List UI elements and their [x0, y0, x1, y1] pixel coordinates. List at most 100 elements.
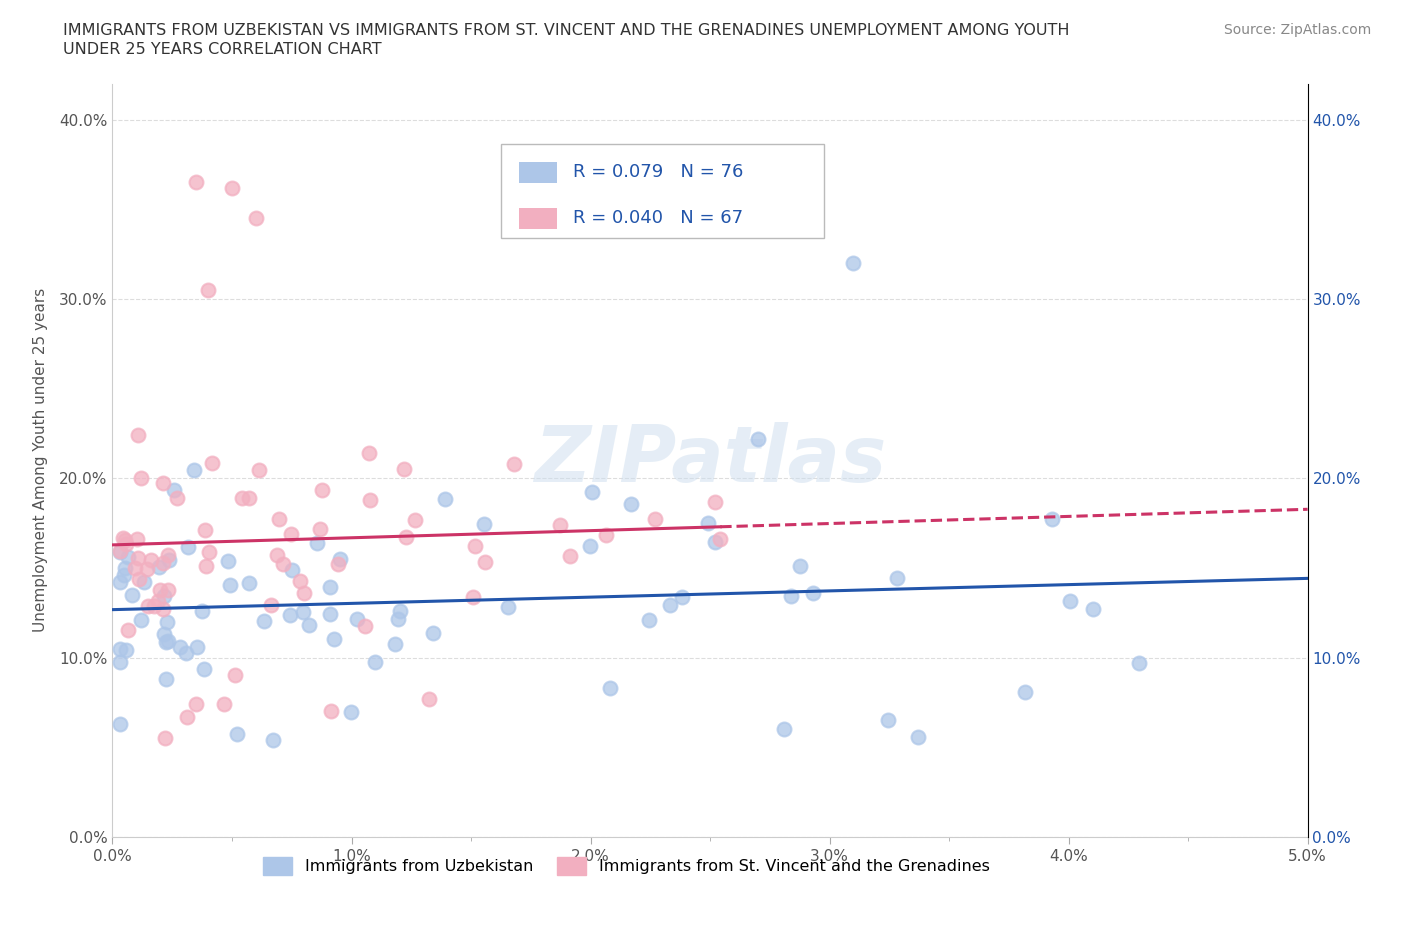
Point [392, 461, 415, 476]
Point [212, 697, 235, 711]
Point [127, 427, 149, 442]
Point [1014, 684, 1036, 699]
Point [323, 631, 346, 646]
Point [389, 604, 412, 618]
Point [152, 555, 174, 570]
FancyBboxPatch shape [519, 162, 557, 183]
Text: UNDER 25 YEARS CORRELATION CHART: UNDER 25 YEARS CORRELATION CHART [63, 42, 382, 57]
Point [671, 590, 693, 604]
Point [387, 611, 409, 626]
Point [418, 692, 440, 707]
Point [124, 561, 146, 576]
Point [238, 491, 260, 506]
Point [308, 521, 330, 536]
Point [280, 527, 302, 542]
Point [115, 643, 138, 658]
Point [842, 256, 865, 271]
Point [183, 462, 205, 477]
Point [249, 462, 271, 477]
Point [128, 571, 150, 586]
Point [149, 582, 172, 597]
Point [364, 655, 387, 670]
Point [907, 729, 929, 744]
Point [271, 556, 294, 571]
Point [281, 563, 304, 578]
Point [157, 552, 180, 567]
Point [1128, 656, 1150, 671]
Point [127, 532, 149, 547]
Point [139, 552, 162, 567]
Point [129, 472, 152, 486]
Point [194, 523, 217, 538]
Point [696, 515, 718, 530]
Point [422, 625, 444, 640]
Point [163, 483, 186, 498]
Y-axis label: Unemployment Among Youth under 25 years: Unemployment Among Youth under 25 years [32, 288, 48, 632]
Point [226, 726, 249, 741]
Point [136, 599, 159, 614]
Point [262, 732, 284, 747]
Point [329, 551, 352, 566]
Point [127, 551, 149, 565]
Point [166, 490, 188, 505]
Point [503, 457, 526, 472]
Point [773, 722, 796, 737]
Point [354, 618, 377, 633]
Text: Source: ZipAtlas.com: Source: ZipAtlas.com [1223, 23, 1371, 37]
Point [121, 587, 143, 602]
Point [193, 661, 215, 676]
Point [581, 485, 603, 499]
Point [155, 671, 177, 686]
Legend: Immigrants from Uzbekistan, Immigrants from St. Vincent and the Grenadines: Immigrants from Uzbekistan, Immigrants f… [257, 851, 995, 882]
Point [245, 211, 267, 226]
FancyBboxPatch shape [519, 208, 557, 229]
Point [108, 545, 131, 560]
Text: R = 0.079   N = 76: R = 0.079 N = 76 [572, 163, 742, 180]
Point [108, 574, 131, 589]
Point [1059, 593, 1081, 608]
Point [152, 602, 174, 617]
Point [1040, 512, 1063, 526]
Point [117, 622, 139, 637]
Point [108, 641, 131, 656]
Point [339, 704, 361, 719]
Point [136, 561, 159, 576]
FancyBboxPatch shape [501, 144, 824, 238]
Point [267, 512, 290, 526]
Point [148, 593, 170, 608]
Point [638, 612, 661, 627]
Point [148, 559, 170, 574]
Point [359, 493, 381, 508]
Point [291, 604, 314, 619]
Point [231, 490, 253, 505]
Point [169, 640, 191, 655]
Point [359, 445, 381, 460]
Point [153, 731, 176, 746]
Point [190, 604, 212, 619]
Point [176, 539, 198, 554]
Point [197, 283, 219, 298]
Point [112, 530, 135, 545]
Point [224, 667, 246, 682]
Point [319, 703, 342, 718]
Point [218, 578, 240, 592]
Point [579, 538, 602, 553]
Point [278, 607, 301, 622]
Point [619, 497, 641, 512]
Point [319, 579, 342, 594]
Point [709, 531, 731, 546]
Point [114, 561, 136, 576]
Point [319, 607, 342, 622]
Text: IMMIGRANTS FROM UZBEKISTAN VS IMMIGRANTS FROM ST. VINCENT AND THE GRENADINES UNE: IMMIGRANTS FROM UZBEKISTAN VS IMMIGRANTS… [63, 23, 1070, 38]
Point [498, 600, 520, 615]
Point [186, 697, 208, 711]
Point [780, 589, 803, 604]
Point [704, 494, 727, 509]
Point [877, 712, 900, 727]
Point [328, 556, 350, 571]
Point [290, 574, 312, 589]
Point [195, 559, 218, 574]
Point [108, 717, 131, 732]
Point [108, 543, 131, 558]
Point [174, 645, 197, 660]
